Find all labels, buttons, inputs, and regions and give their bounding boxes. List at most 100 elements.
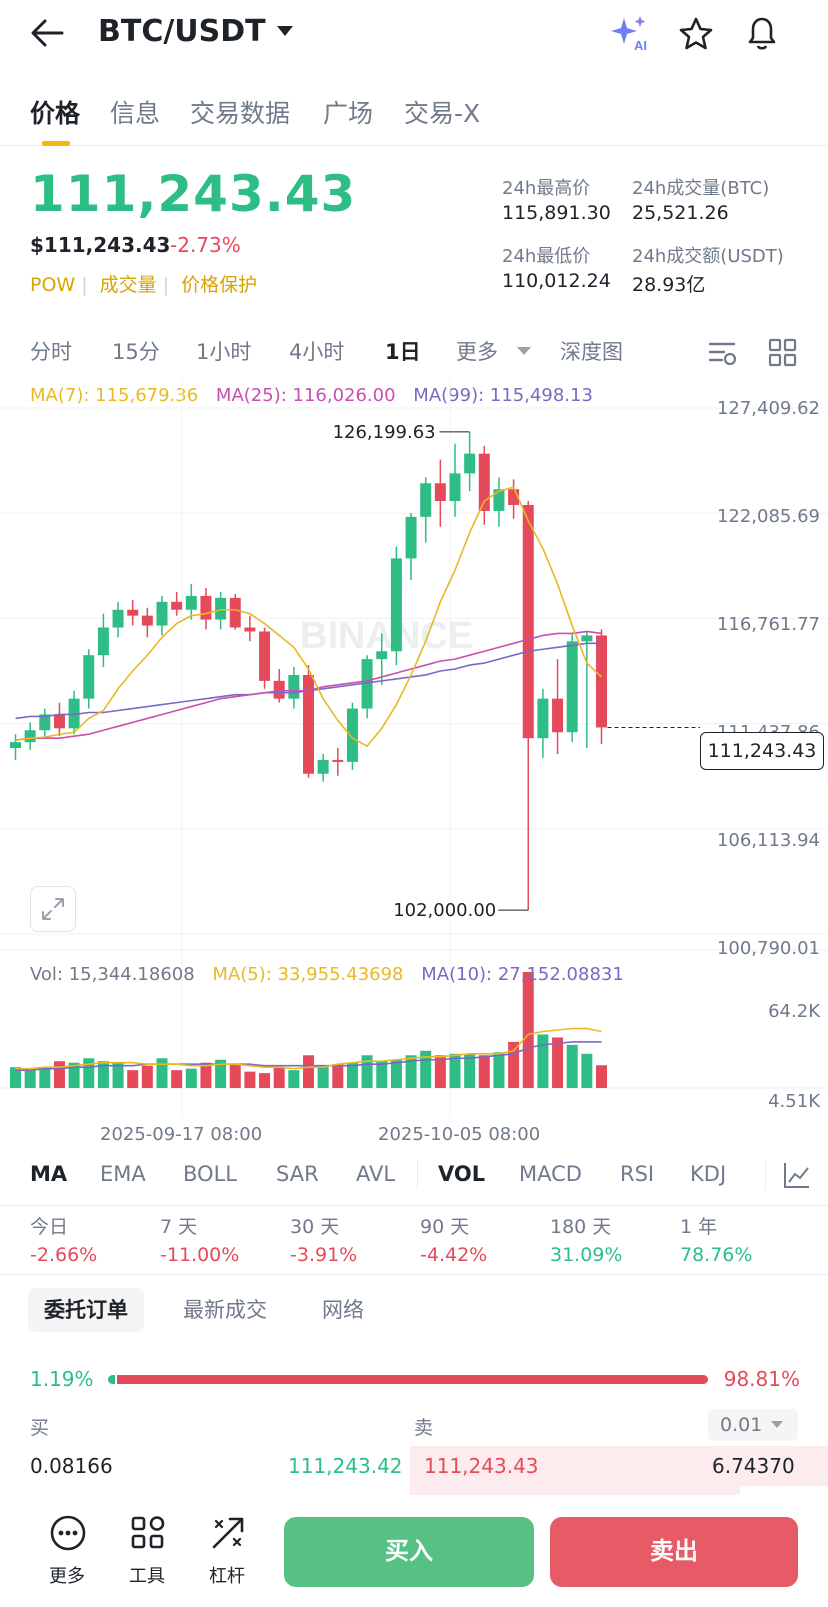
candle-body bbox=[478, 453, 490, 511]
indicator-settings-icon[interactable] bbox=[782, 1160, 812, 1190]
ma7-legend: MA(7): 115,679.36 bbox=[30, 385, 199, 406]
candle-body bbox=[259, 631, 271, 681]
price-tick: 116,761.77 bbox=[716, 614, 820, 635]
volume-bar bbox=[537, 1034, 549, 1088]
interval-15m[interactable]: 15分 bbox=[112, 340, 160, 364]
candle-body bbox=[537, 698, 549, 739]
tools-label[interactable]: 工具 bbox=[129, 1566, 165, 1587]
more-dropdown-icon[interactable] bbox=[516, 346, 532, 356]
vol-ma5-legend: MA(5): 33,955.43698 bbox=[212, 964, 404, 985]
ask-price[interactable]: 111,243.43 bbox=[424, 1454, 539, 1478]
candle-body bbox=[405, 516, 417, 559]
tab-latest-trades[interactable]: 最新成交 bbox=[183, 1298, 267, 1322]
volume-bar bbox=[332, 1064, 344, 1088]
tab-price[interactable]: 价格 bbox=[30, 99, 81, 128]
interval-more[interactable]: 更多 bbox=[456, 340, 498, 364]
volume-bar bbox=[53, 1061, 65, 1088]
header: BTC/USDT AI bbox=[0, 0, 828, 70]
tab-trade-x[interactable]: 交易-X bbox=[404, 99, 481, 128]
volume-bar bbox=[376, 1061, 388, 1088]
volume-bar bbox=[244, 1071, 256, 1088]
main-tabs: 价格 信息 交易数据 广场 交易-X bbox=[0, 86, 828, 146]
vol-legend: Vol: 15,344.18608 bbox=[30, 964, 195, 985]
indicator-kdj[interactable]: KDJ bbox=[690, 1162, 727, 1186]
interval-1d[interactable]: 1日 bbox=[385, 340, 421, 364]
chart-settings-icon[interactable] bbox=[708, 338, 738, 368]
indicator-ma[interactable]: MA bbox=[30, 1162, 68, 1186]
watermark: BINANCE bbox=[300, 615, 473, 657]
volume-bar bbox=[10, 1067, 21, 1088]
volume-bar bbox=[156, 1058, 168, 1088]
bid-price[interactable]: 111,243.42 bbox=[288, 1454, 403, 1478]
volume-bar bbox=[215, 1059, 227, 1088]
divider bbox=[0, 1205, 828, 1206]
interval-time[interactable]: 分时 bbox=[30, 340, 72, 364]
svg-text:AI: AI bbox=[634, 38, 647, 53]
perf-value: 78.76% bbox=[680, 1244, 753, 1266]
star-favorite-icon[interactable] bbox=[678, 16, 714, 52]
interval-depth[interactable]: 深度图 bbox=[560, 340, 623, 364]
tag-pow[interactable]: POW bbox=[30, 274, 76, 296]
chevron-down-icon bbox=[771, 1421, 783, 1428]
tools-grid-icon[interactable] bbox=[128, 1513, 168, 1553]
indicator-avl[interactable]: AVL bbox=[356, 1162, 396, 1186]
ai-sparkle-icon[interactable]: AI bbox=[610, 14, 652, 54]
tab-square[interactable]: 广场 bbox=[323, 99, 374, 128]
more-dots-icon[interactable] bbox=[48, 1513, 88, 1553]
interval-1h[interactable]: 1小时 bbox=[196, 340, 252, 364]
expand-icon bbox=[42, 898, 64, 920]
volume-bar bbox=[449, 1053, 461, 1088]
tick-size-select[interactable]: 0.01 bbox=[708, 1409, 798, 1441]
indicator-ema[interactable]: EMA bbox=[100, 1162, 146, 1186]
candlestick-chart[interactable]: BINANCE 126,199.63 102,000.00 bbox=[0, 378, 828, 1130]
indicator-vol[interactable]: VOL bbox=[438, 1162, 486, 1186]
indicator-boll[interactable]: BOLL bbox=[183, 1162, 237, 1186]
sell-button[interactable]: 卖出 bbox=[550, 1517, 798, 1587]
bid-qty: 0.08166 bbox=[30, 1454, 113, 1478]
expand-chart-button[interactable] bbox=[30, 886, 76, 932]
tab-trading-data[interactable]: 交易数据 bbox=[190, 99, 291, 128]
pair-title[interactable]: BTC/USDT bbox=[98, 14, 266, 49]
volume-bar bbox=[273, 1067, 285, 1088]
pair-dropdown-icon[interactable] bbox=[276, 25, 294, 37]
leverage-label[interactable]: 杠杆 bbox=[209, 1566, 245, 1587]
buy-button[interactable]: 买入 bbox=[284, 1517, 534, 1587]
perf-value: -11.00% bbox=[160, 1244, 240, 1266]
indicator-macd[interactable]: MACD bbox=[519, 1162, 582, 1186]
volume-bar bbox=[390, 1059, 402, 1088]
perf-label: 90 天 bbox=[420, 1216, 470, 1238]
candle-body bbox=[464, 453, 476, 474]
indicator-sar[interactable]: SAR bbox=[276, 1162, 319, 1186]
volume-bar bbox=[478, 1055, 490, 1088]
candle-body bbox=[215, 597, 227, 620]
volume-bar bbox=[361, 1055, 373, 1088]
candle-body bbox=[332, 759, 344, 762]
bell-notification-icon[interactable] bbox=[744, 14, 780, 52]
more-label[interactable]: 更多 bbox=[49, 1566, 85, 1587]
volume-bar bbox=[229, 1064, 241, 1088]
stat-low-label: 24h最低价 bbox=[502, 246, 591, 267]
tag-price-protection[interactable]: 价格保护 bbox=[181, 274, 258, 296]
divider bbox=[0, 1274, 828, 1275]
vol-ma5-line bbox=[15, 1027, 602, 1070]
interval-4h[interactable]: 4小时 bbox=[289, 340, 345, 364]
layout-grid-icon[interactable] bbox=[768, 338, 798, 368]
tag-volume[interactable]: 成交量 bbox=[99, 274, 157, 296]
perf-value: 31.09% bbox=[550, 1244, 623, 1266]
candle-body bbox=[508, 489, 520, 506]
back-arrow-icon[interactable] bbox=[30, 18, 64, 48]
last-price-marker: 111,243.43 bbox=[700, 732, 824, 770]
candle-body bbox=[390, 558, 402, 652]
volume-bar bbox=[24, 1070, 36, 1088]
ma-legend: MA(7): 115,679.36 MA(25): 116,026.00 MA(… bbox=[30, 385, 593, 406]
candle-body bbox=[273, 680, 285, 699]
volume-bar bbox=[185, 1068, 197, 1088]
tab-order-book[interactable]: 委托订单 bbox=[28, 1288, 144, 1332]
leverage-icon[interactable] bbox=[208, 1513, 248, 1553]
sell-column-header: 卖 bbox=[414, 1417, 434, 1439]
indicator-rsi[interactable]: RSI bbox=[620, 1162, 655, 1186]
tab-info[interactable]: 信息 bbox=[110, 99, 161, 128]
volume-bar bbox=[552, 1037, 564, 1088]
tab-network[interactable]: 网络 bbox=[322, 1298, 364, 1322]
volume-bar bbox=[522, 972, 534, 1088]
